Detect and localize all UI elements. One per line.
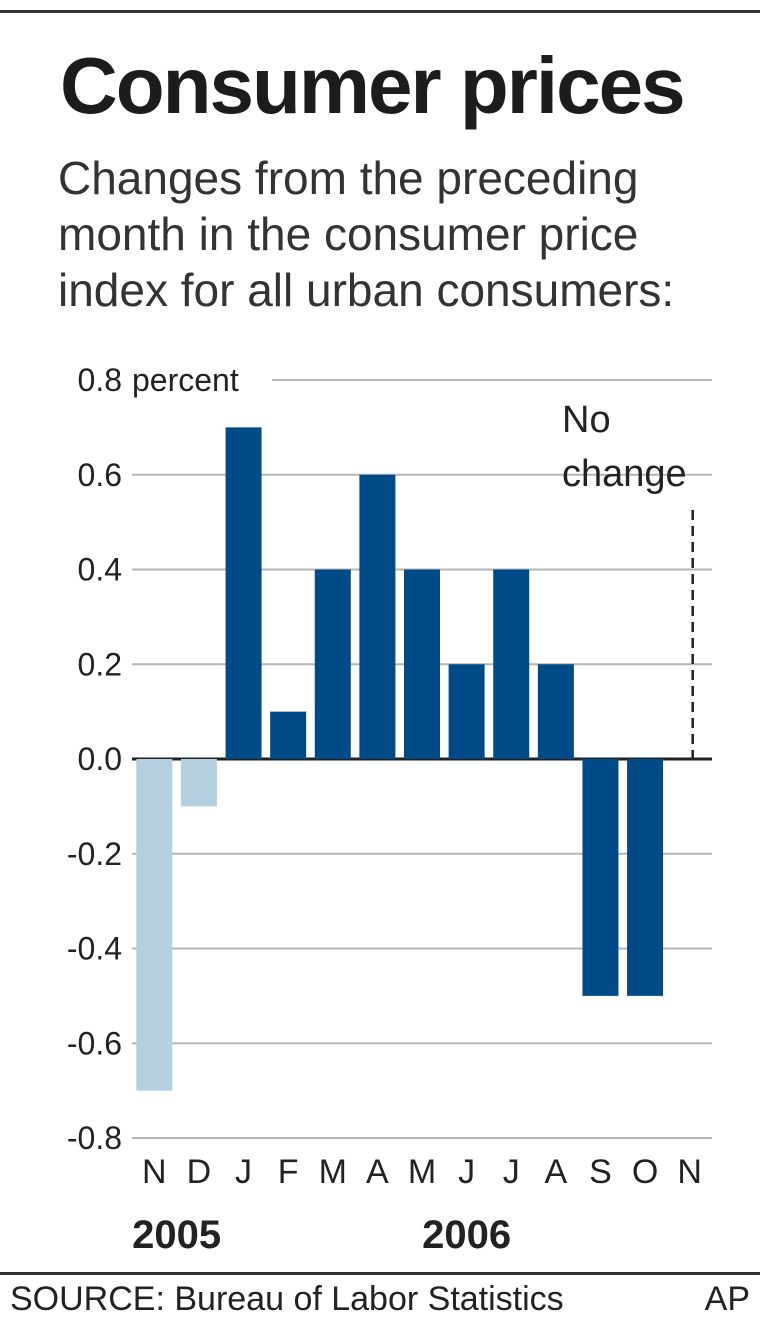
x-tick-label: M	[408, 1153, 436, 1191]
bar	[314, 569, 351, 759]
chart-title: Consumer prices	[60, 41, 686, 130]
y-tick-label: 0.4	[78, 552, 122, 588]
x-tick-label: S	[589, 1153, 612, 1191]
bar-chart: 0.8 0.6 0.4 0.2 0.0 -0.2 -0.4 -0.6 -0.8 percent No…	[67, 362, 712, 1257]
y-tick-label: -0.6	[67, 1025, 122, 1061]
year-label-2005: 2005	[132, 1213, 221, 1257]
credit-ap: AP	[704, 1280, 750, 1318]
bar	[180, 759, 217, 807]
chart-subtitle: Changes from the preceding month in the …	[58, 150, 738, 318]
bar	[582, 759, 619, 996]
bar	[136, 759, 173, 1091]
annotation-text: change	[562, 453, 687, 495]
x-tick-label: N	[677, 1153, 702, 1191]
bar	[627, 759, 664, 996]
x-tick-label: A	[366, 1153, 389, 1191]
x-tick-label: J	[458, 1153, 475, 1191]
y-tick-label: 0.8	[78, 362, 122, 398]
source-note: SOURCE: Bureau of Labor Statistics	[10, 1280, 564, 1318]
x-tick-label: A	[545, 1153, 568, 1191]
top-rule	[0, 10, 760, 13]
x-tick-label: O	[632, 1153, 658, 1191]
x-tick-label: F	[278, 1153, 299, 1191]
year-label-2006: 2006	[422, 1213, 511, 1257]
subtitle-line: month in the consumer price	[58, 208, 639, 260]
bar	[537, 664, 574, 759]
x-tick-label: N	[142, 1153, 167, 1191]
y-unit-label: percent	[132, 362, 239, 398]
bar	[225, 427, 262, 759]
x-tick-label: M	[319, 1153, 347, 1191]
bar	[359, 474, 396, 759]
y-tick-label: 0.6	[78, 457, 122, 493]
y-tick-label: -0.8	[67, 1120, 122, 1156]
bar	[270, 711, 307, 759]
y-tick-label: -0.4	[67, 931, 122, 967]
bar	[404, 569, 440, 759]
x-tick-label: J	[503, 1153, 520, 1191]
y-tick-label: 0.2	[78, 646, 122, 682]
bottom-rule	[0, 1272, 760, 1275]
subtitle-line: Changes from the preceding	[58, 152, 639, 204]
bar	[493, 569, 530, 759]
x-tick-label: D	[187, 1153, 212, 1191]
annotation-text: No	[562, 399, 611, 441]
y-tick-label: -0.2	[67, 836, 122, 872]
y-tick-label: 0.0	[78, 741, 122, 777]
x-tick-label: J	[235, 1153, 252, 1191]
bar	[448, 664, 485, 759]
subtitle-line: index for all urban consumers:	[58, 264, 675, 316]
